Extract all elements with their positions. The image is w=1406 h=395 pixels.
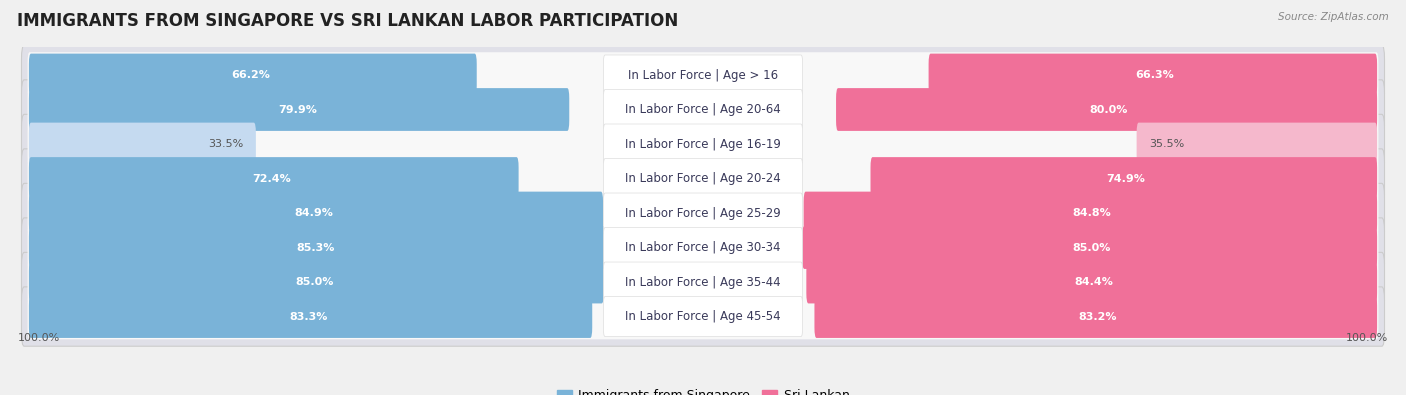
- Text: 66.3%: 66.3%: [1135, 70, 1174, 80]
- FancyBboxPatch shape: [1136, 122, 1376, 166]
- FancyBboxPatch shape: [603, 262, 803, 302]
- Text: 100.0%: 100.0%: [17, 333, 59, 343]
- Text: IMMIGRANTS FROM SINGAPORE VS SRI LANKAN LABOR PARTICIPATION: IMMIGRANTS FROM SINGAPORE VS SRI LANKAN …: [17, 12, 678, 30]
- FancyBboxPatch shape: [603, 124, 803, 164]
- FancyBboxPatch shape: [28, 156, 1378, 201]
- FancyBboxPatch shape: [28, 87, 1378, 132]
- Text: In Labor Force | Age 35-44: In Labor Force | Age 35-44: [626, 276, 780, 288]
- FancyBboxPatch shape: [814, 295, 1376, 338]
- Text: 33.5%: 33.5%: [208, 139, 243, 149]
- FancyBboxPatch shape: [30, 226, 606, 269]
- Text: 74.9%: 74.9%: [1107, 173, 1144, 184]
- FancyBboxPatch shape: [928, 54, 1376, 96]
- FancyBboxPatch shape: [30, 54, 477, 96]
- FancyBboxPatch shape: [21, 149, 1385, 208]
- FancyBboxPatch shape: [30, 157, 519, 200]
- Text: 85.3%: 85.3%: [297, 243, 335, 252]
- FancyBboxPatch shape: [21, 287, 1385, 346]
- Text: 84.4%: 84.4%: [1074, 277, 1112, 287]
- FancyBboxPatch shape: [804, 192, 1376, 234]
- Text: 66.2%: 66.2%: [232, 70, 270, 80]
- FancyBboxPatch shape: [21, 80, 1385, 139]
- Text: 84.8%: 84.8%: [1073, 208, 1111, 218]
- FancyBboxPatch shape: [21, 218, 1385, 277]
- FancyBboxPatch shape: [837, 88, 1376, 131]
- FancyBboxPatch shape: [30, 261, 603, 303]
- Text: In Labor Force | Age 25-29: In Labor Force | Age 25-29: [626, 207, 780, 220]
- FancyBboxPatch shape: [28, 121, 1378, 167]
- Text: Source: ZipAtlas.com: Source: ZipAtlas.com: [1278, 12, 1389, 22]
- FancyBboxPatch shape: [21, 45, 1385, 105]
- FancyBboxPatch shape: [603, 90, 803, 130]
- Text: In Labor Force | Age 20-24: In Labor Force | Age 20-24: [626, 172, 780, 185]
- FancyBboxPatch shape: [603, 193, 803, 233]
- FancyBboxPatch shape: [30, 192, 603, 234]
- Text: 72.4%: 72.4%: [253, 173, 291, 184]
- Text: 83.2%: 83.2%: [1078, 312, 1116, 322]
- FancyBboxPatch shape: [21, 183, 1385, 243]
- FancyBboxPatch shape: [803, 226, 1376, 269]
- FancyBboxPatch shape: [603, 228, 803, 267]
- FancyBboxPatch shape: [603, 158, 803, 199]
- FancyBboxPatch shape: [28, 259, 1378, 305]
- FancyBboxPatch shape: [30, 122, 256, 166]
- FancyBboxPatch shape: [28, 52, 1378, 98]
- FancyBboxPatch shape: [28, 190, 1378, 236]
- FancyBboxPatch shape: [603, 297, 803, 337]
- FancyBboxPatch shape: [30, 295, 592, 338]
- Legend: Immigrants from Singapore, Sri Lankan: Immigrants from Singapore, Sri Lankan: [551, 384, 855, 395]
- FancyBboxPatch shape: [870, 157, 1376, 200]
- Text: 85.0%: 85.0%: [1073, 243, 1111, 252]
- Text: In Labor Force | Age 20-64: In Labor Force | Age 20-64: [626, 103, 780, 116]
- Text: 83.3%: 83.3%: [290, 312, 328, 322]
- Text: In Labor Force | Age > 16: In Labor Force | Age > 16: [628, 68, 778, 81]
- FancyBboxPatch shape: [28, 294, 1378, 339]
- Text: 100.0%: 100.0%: [1347, 333, 1389, 343]
- Text: In Labor Force | Age 30-34: In Labor Force | Age 30-34: [626, 241, 780, 254]
- FancyBboxPatch shape: [603, 55, 803, 95]
- FancyBboxPatch shape: [807, 261, 1376, 303]
- Text: 35.5%: 35.5%: [1149, 139, 1184, 149]
- FancyBboxPatch shape: [21, 252, 1385, 312]
- Text: 79.9%: 79.9%: [278, 105, 316, 115]
- Text: In Labor Force | Age 16-19: In Labor Force | Age 16-19: [626, 137, 780, 150]
- FancyBboxPatch shape: [28, 225, 1378, 270]
- Text: 80.0%: 80.0%: [1090, 105, 1128, 115]
- Text: 85.0%: 85.0%: [295, 277, 333, 287]
- Text: 84.9%: 84.9%: [295, 208, 333, 218]
- Text: In Labor Force | Age 45-54: In Labor Force | Age 45-54: [626, 310, 780, 323]
- FancyBboxPatch shape: [21, 114, 1385, 174]
- FancyBboxPatch shape: [30, 88, 569, 131]
